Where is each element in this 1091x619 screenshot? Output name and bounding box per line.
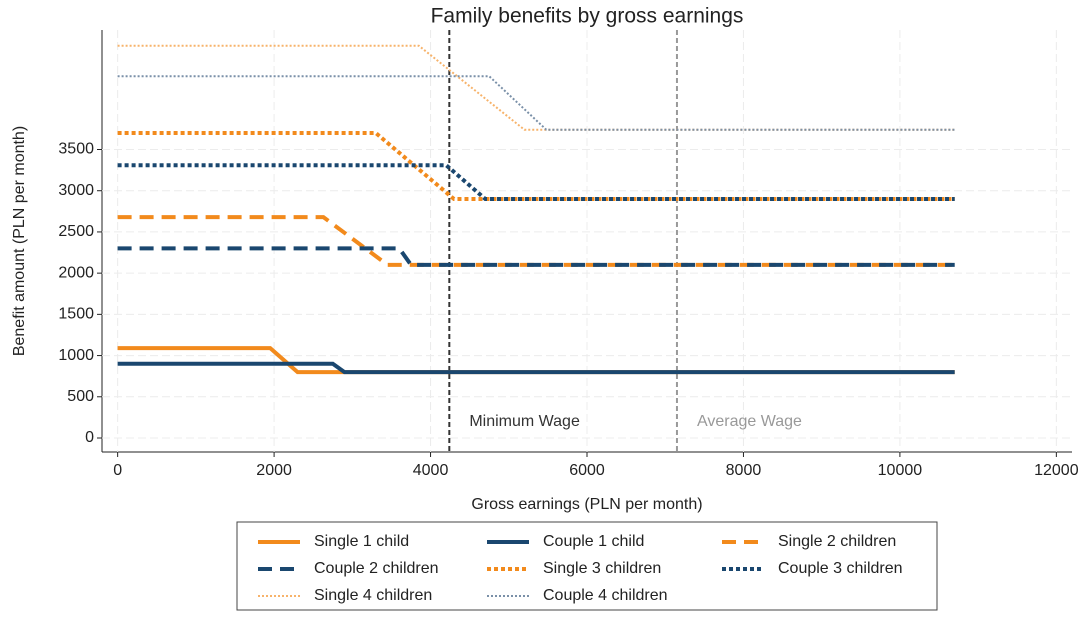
series-line	[117, 163, 955, 201]
legend-label: Couple 1 child	[543, 533, 644, 550]
legend-label: Single 3 children	[543, 560, 661, 577]
x-tick-label: 2000	[256, 462, 292, 479]
y-tick-label: 1000	[58, 347, 94, 364]
legend-label: Single 1 child	[314, 533, 409, 550]
chart-title: Family benefits by gross earnings	[431, 5, 744, 28]
x-axis-label: Gross earnings (PLN per month)	[471, 496, 702, 513]
y-tick-label: 3000	[58, 182, 94, 199]
x-tick-label: 8000	[726, 462, 762, 479]
y-tick-label: 500	[67, 388, 94, 405]
x-tick-label: 0	[113, 462, 122, 479]
series-line	[117, 215, 955, 267]
series-line	[117, 75, 955, 131]
x-tick-label: 12000	[1034, 462, 1079, 479]
reference-label: Average Wage	[697, 413, 802, 430]
series-line	[117, 361, 955, 375]
x-tick-label: 6000	[569, 462, 605, 479]
legend-label: Couple 2 children	[314, 560, 439, 577]
x-tick-label: 4000	[413, 462, 449, 479]
series-line	[117, 44, 955, 131]
y-tick-label: 2000	[58, 264, 94, 281]
y-tick-label: 1500	[58, 306, 94, 323]
series-line	[117, 346, 955, 375]
series-line	[117, 246, 955, 267]
legend-box	[236, 521, 938, 611]
legend-label: Couple 3 children	[778, 560, 903, 577]
legend-label: Single 2 children	[778, 533, 896, 550]
y-tick-label: 0	[85, 429, 94, 446]
reference-label: Minimum Wage	[469, 413, 580, 430]
y-tick-label: 2500	[58, 223, 94, 240]
y-tick-label: 3500	[58, 141, 94, 158]
legend-label: Single 4 children	[314, 587, 432, 604]
series-line	[117, 131, 955, 201]
y-axis-label: Benefit amount (PLN per month)	[11, 126, 28, 356]
legend-label: Couple 4 children	[543, 587, 668, 604]
x-tick-label: 10000	[878, 462, 923, 479]
